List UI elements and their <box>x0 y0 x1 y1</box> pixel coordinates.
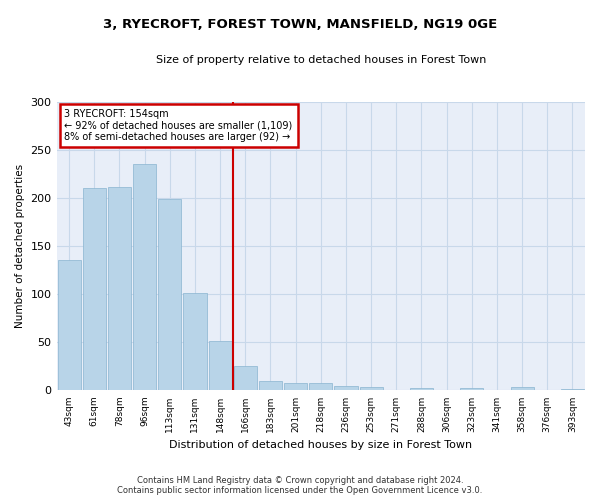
Title: Size of property relative to detached houses in Forest Town: Size of property relative to detached ho… <box>155 55 486 65</box>
Bar <box>58 260 80 390</box>
Bar <box>460 388 484 390</box>
Bar <box>209 342 232 390</box>
Text: 3, RYECROFT, FOREST TOWN, MANSFIELD, NG19 0GE: 3, RYECROFT, FOREST TOWN, MANSFIELD, NG1… <box>103 18 497 30</box>
Bar <box>158 199 181 390</box>
Bar <box>184 294 206 390</box>
X-axis label: Distribution of detached houses by size in Forest Town: Distribution of detached houses by size … <box>169 440 472 450</box>
Y-axis label: Number of detached properties: Number of detached properties <box>15 164 25 328</box>
Bar <box>359 386 383 390</box>
Bar <box>234 366 257 390</box>
Bar <box>108 186 131 390</box>
Text: 3 RYECROFT: 154sqm
← 92% of detached houses are smaller (1,109)
8% of semi-detac: 3 RYECROFT: 154sqm ← 92% of detached hou… <box>64 109 293 142</box>
Text: Contains HM Land Registry data © Crown copyright and database right 2024.
Contai: Contains HM Land Registry data © Crown c… <box>118 476 482 495</box>
Bar <box>309 382 332 390</box>
Bar <box>259 381 282 390</box>
Bar <box>561 388 584 390</box>
Bar <box>410 388 433 390</box>
Bar <box>511 386 533 390</box>
Bar <box>83 188 106 390</box>
Bar <box>334 386 358 390</box>
Bar <box>284 382 307 390</box>
Bar <box>133 164 156 390</box>
